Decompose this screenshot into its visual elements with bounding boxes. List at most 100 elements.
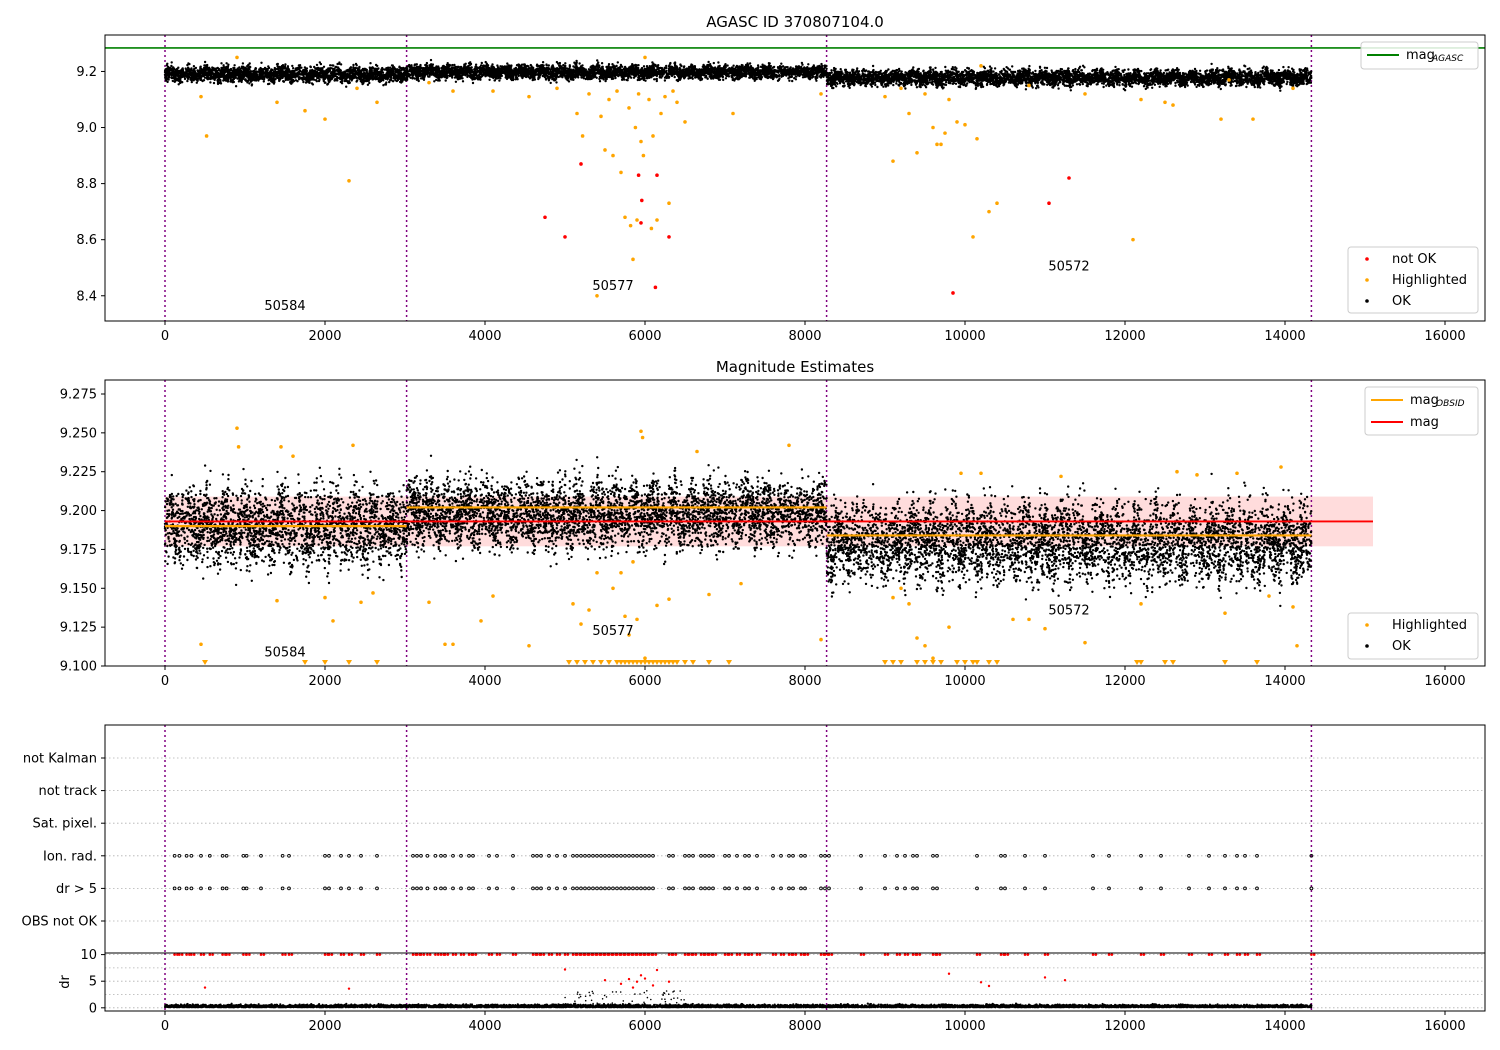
flag-point (495, 886, 499, 891)
flag-point (1107, 886, 1111, 891)
flag-point (563, 853, 567, 858)
dr-clipped-point (727, 953, 731, 956)
highlighted-point (671, 89, 675, 93)
flag-point (571, 886, 575, 891)
dr-clipped-point (771, 953, 775, 956)
highlighted-below-axis-marker (302, 660, 308, 665)
dr-clipped-point (714, 953, 718, 956)
flag-point (651, 853, 655, 858)
dr-clipped-point (1187, 953, 1191, 956)
dr-clipped-point (1243, 953, 1247, 956)
flag-point (639, 886, 643, 891)
highlighted-below-axis-marker (922, 660, 928, 665)
dr-large-point (643, 977, 647, 980)
flag-point (323, 886, 327, 891)
dr-clipped-point (862, 953, 866, 956)
dr-clipped-point (938, 953, 942, 956)
flag-point (859, 886, 863, 891)
highlighted-point (580, 134, 585, 138)
flag-point (443, 853, 447, 858)
highlighted-below-axis-marker (582, 660, 588, 665)
highlighted-point (636, 92, 641, 96)
observation-label: 50584 (264, 646, 305, 661)
flag-point (1187, 853, 1191, 858)
highlighted-point (959, 471, 963, 476)
legend-subscript: AGASC (1431, 54, 1464, 64)
dr-clipped-point (1246, 953, 1250, 956)
axes: 0 2000 4000 6000 8000 10000 12000 14000 16000 8.4… (76, 34, 1486, 344)
dr-clipped-point (415, 953, 419, 956)
flag-point (579, 853, 583, 858)
highlighted-point (579, 622, 583, 626)
dr-large-point (563, 968, 567, 971)
flag-point (244, 853, 249, 858)
highlighted-point (275, 598, 279, 603)
highlighted-point (204, 134, 209, 138)
highlighted-below-axis-marker (690, 660, 696, 665)
dr-clipped-point (1107, 953, 1111, 956)
highlighted-below-axis-marker (726, 660, 732, 665)
dr-clipped-point (199, 953, 203, 956)
dr-clipped-point (758, 953, 762, 956)
dr-clipped-point (755, 953, 759, 956)
dr-large-point (347, 987, 351, 990)
dr-clipped-point (615, 953, 619, 956)
dr-clipped-point (743, 953, 747, 956)
x-tick-label: 2000 (308, 1019, 341, 1034)
flag-points (172, 853, 1314, 891)
flag-point (1309, 886, 1314, 891)
dr-clipped-point (1226, 953, 1230, 956)
flag-point (895, 886, 899, 891)
dr-clipped-point (471, 953, 475, 956)
dr-large-point (651, 984, 655, 987)
highlighted-below-axis-marker (662, 660, 668, 665)
observation-label: 50572 (1048, 604, 1089, 619)
flag-point (459, 853, 463, 858)
dr-clipped-point (787, 953, 791, 956)
highlighted-below-axis-marker (666, 660, 672, 665)
dr-clipped-point (1258, 953, 1262, 956)
highlighted-point (291, 454, 295, 458)
highlighted-points (199, 55, 1295, 298)
highlighted-point (631, 560, 635, 564)
highlighted-point (199, 642, 203, 647)
dr-clipped-point (647, 953, 651, 956)
flag-point (755, 853, 759, 858)
flag-point (375, 886, 379, 891)
highlighted-point (359, 600, 363, 605)
legend-label: mag (1410, 415, 1439, 430)
dr-clipped-point (323, 953, 327, 956)
flag-point (547, 886, 551, 891)
panel-title: Magnitude Estimates (716, 358, 874, 376)
dr-large-point (203, 986, 207, 989)
category-label: not Kalman (23, 752, 97, 767)
flag-point (1223, 886, 1227, 891)
highlighted-point (599, 114, 603, 119)
flag-point (207, 853, 212, 858)
flag-point (755, 886, 759, 891)
flag-point (1187, 886, 1191, 891)
axes-frame (104, 952, 1486, 1012)
axes: 0 2000 4000 6000 8000 10000 12000 14000 16000 0 5 1… (80, 948, 1486, 1034)
flag-point (1243, 853, 1247, 858)
flag-point (220, 886, 225, 891)
dr-clipped-point (359, 953, 363, 956)
dr-points (164, 953, 1316, 1009)
flag-point (727, 886, 731, 891)
highlighted-point (1131, 237, 1135, 242)
dr-clipped-point (1043, 953, 1047, 956)
flag-point (935, 886, 939, 891)
flag-point (1207, 853, 1211, 858)
highlighted-point (199, 94, 203, 99)
highlighted-below-axis-marker (1170, 660, 1176, 665)
highlighted-point (1083, 640, 1087, 645)
flag-point (531, 853, 535, 858)
flag-point (631, 886, 635, 891)
ok-point-cloud (405, 58, 828, 85)
highlighted-below-axis-marker (954, 660, 960, 665)
highlighted-point (595, 293, 599, 298)
flag-point (471, 886, 475, 891)
flag-point (607, 853, 611, 858)
highlighted-point (987, 209, 991, 214)
flag-point (471, 853, 475, 858)
